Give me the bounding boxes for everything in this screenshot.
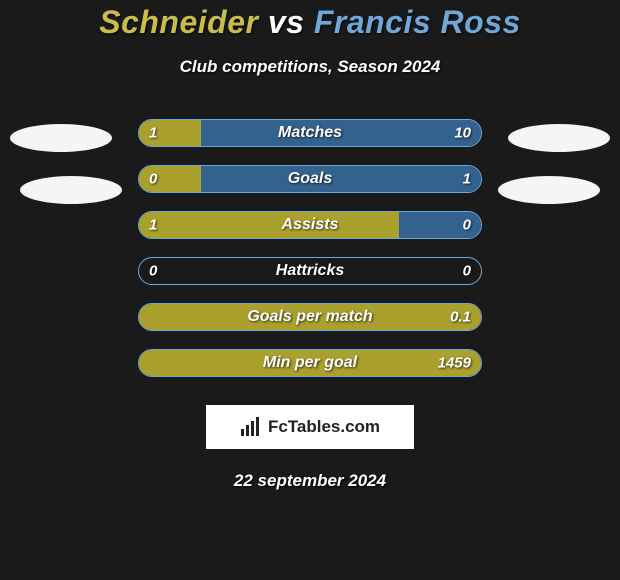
- bar-label: Goals per match: [247, 308, 372, 326]
- logo-text: FcTables.com: [268, 417, 380, 437]
- bar-value-left: 0: [149, 171, 157, 188]
- bar-row: Min per goal 1459: [138, 349, 482, 377]
- avatar-player1-shadow: [20, 176, 122, 204]
- avatar-player2-shadow: [498, 176, 600, 204]
- bar-chart-icon: [240, 417, 262, 437]
- date: 22 september 2024: [0, 471, 620, 491]
- bar-value-right: 1: [463, 171, 471, 188]
- bar-row: Matches 1 10: [138, 119, 482, 147]
- title-player1: Schneider: [99, 4, 258, 40]
- comparison-card: Schneider vs Francis Ross Club competiti…: [0, 0, 620, 580]
- bar-value-right: 1459: [438, 355, 471, 372]
- bar-value-right: 0.1: [450, 309, 471, 326]
- bar-label: Assists: [282, 216, 339, 234]
- bar-value-left: 1: [149, 217, 157, 234]
- title-vs: vs: [268, 4, 305, 40]
- bar-label: Goals: [288, 170, 332, 188]
- bar-value-right: 0: [463, 263, 471, 280]
- comparison-bars: Matches110Goals01Assists10Hattricks00Goa…: [138, 119, 482, 377]
- bar-row: Hattricks 0 0: [138, 257, 482, 285]
- bar-row: Goals 0 1: [138, 165, 482, 193]
- bar-value-left: 0: [149, 263, 157, 280]
- bar-label: Matches: [278, 124, 342, 142]
- page-title: Schneider vs Francis Ross: [0, 4, 620, 41]
- bar-label: Min per goal: [263, 354, 357, 372]
- bar-value-left: 1: [149, 125, 157, 142]
- bar-label: Hattricks: [276, 262, 344, 280]
- avatar-player2: [508, 124, 610, 152]
- bar-value-right: 10: [454, 125, 471, 142]
- bar-seg-left: [139, 212, 399, 238]
- bar-seg-right: [201, 166, 481, 192]
- bar-value-right: 0: [463, 217, 471, 234]
- avatar-player1: [10, 124, 112, 152]
- bar-row: Goals per match 0.1: [138, 303, 482, 331]
- logo-box[interactable]: FcTables.com: [206, 405, 414, 449]
- title-player2: Francis Ross: [314, 4, 521, 40]
- bar-row: Assists 1 0: [138, 211, 482, 239]
- subtitle: Club competitions, Season 2024: [0, 57, 620, 77]
